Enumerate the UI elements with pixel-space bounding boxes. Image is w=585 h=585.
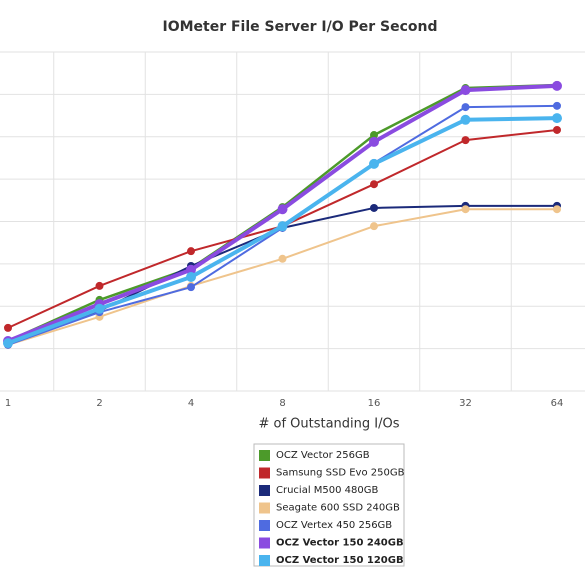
x-tick-label: 8 — [279, 398, 285, 409]
legend-label: OCZ Vector 256GB — [276, 450, 370, 461]
legend-swatch — [259, 555, 270, 566]
x-tick-label: 1 — [5, 398, 11, 409]
data-point — [553, 101, 561, 110]
data-point — [552, 80, 562, 91]
legend-label: OCZ Vector 150 240GB — [276, 538, 404, 549]
data-point — [553, 205, 561, 214]
data-point — [461, 136, 470, 145]
data-point — [461, 205, 470, 214]
legend-label: Seagate 600 SSD 240GB — [276, 503, 400, 514]
data-point — [460, 114, 471, 125]
legend-swatch — [259, 450, 270, 461]
data-point — [186, 264, 196, 275]
chart-title: IOMeter File Server I/O Per Second — [162, 19, 437, 35]
data-point — [461, 103, 470, 112]
data-point — [369, 158, 379, 169]
x-tick-label: 2 — [96, 398, 102, 409]
data-point — [277, 221, 288, 232]
legend-label: OCZ Vertex 450 256GB — [276, 520, 392, 531]
x-tick-label: 16 — [368, 398, 381, 409]
data-point — [94, 303, 105, 314]
data-point — [370, 203, 378, 212]
data-point — [460, 85, 471, 96]
x-tick-label: 64 — [551, 398, 564, 409]
data-point — [187, 283, 195, 292]
legend-label: Samsung SSD Evo 250GB — [276, 468, 405, 479]
data-point — [370, 222, 378, 231]
data-point — [369, 136, 379, 147]
data-point — [3, 338, 13, 349]
x-tick-label: 32 — [459, 398, 472, 409]
data-point — [278, 254, 287, 263]
data-point — [4, 323, 12, 332]
data-point — [186, 272, 196, 283]
legend-label: OCZ Vector 150 120GB — [276, 555, 404, 566]
legend-swatch — [259, 520, 270, 531]
data-point — [95, 281, 104, 290]
x-tick-label: 4 — [188, 398, 194, 409]
legend-box — [253, 443, 405, 567]
data-point — [187, 247, 195, 256]
data-point — [370, 131, 378, 140]
data-point — [370, 180, 378, 189]
legend-swatch — [259, 537, 270, 549]
data-point — [552, 113, 562, 124]
legend-swatch — [259, 467, 270, 479]
legend-label: Crucial M500 480GB — [276, 485, 379, 496]
data-point — [553, 125, 561, 134]
legend-swatch — [259, 502, 270, 514]
legend-swatch — [259, 485, 270, 496]
x-axis-label: # of Outstanding I/Os — [258, 417, 399, 432]
data-point — [277, 204, 288, 215]
